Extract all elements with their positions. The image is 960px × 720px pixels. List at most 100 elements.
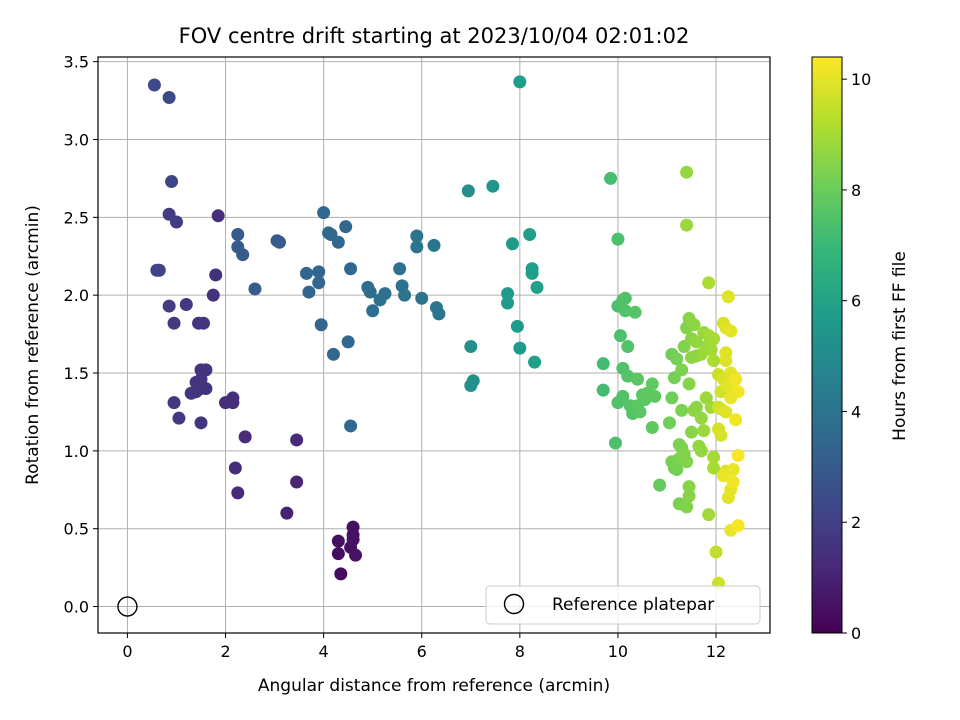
data-point [211,209,225,223]
legend: Reference platepar [485,585,761,625]
data-point [290,433,304,447]
data-point [604,171,618,185]
data-point [317,206,331,220]
data-point [611,232,625,246]
data-point [248,282,262,296]
x-tick-label: 12 [706,642,726,661]
data-point [363,285,377,299]
data-point [680,500,694,514]
data-point [670,463,684,477]
data-point [613,329,627,343]
data-point [272,235,286,249]
data-point [682,480,696,494]
data-point [378,287,392,301]
data-point [618,291,632,305]
data-point [645,377,659,391]
colorbar: 0 2 4 6 8 10 [811,56,871,643]
data-point [290,475,304,489]
data-point [729,413,743,427]
data-point [653,478,667,492]
data-point [726,475,740,489]
colorbar-tick-label: 4 [851,402,861,421]
data-point [631,372,645,386]
data-point [719,405,733,419]
data-point [682,489,696,503]
data-point [685,425,699,439]
plot-frame [97,56,771,634]
data-point [707,450,721,464]
y-tick-label: 1.5 [64,364,89,383]
data-point [331,547,345,561]
data-point [675,363,689,377]
reference-layer [117,596,138,617]
data-point [689,335,703,349]
data-point [162,90,176,104]
data-point [702,276,716,290]
y-tick-label: 3.5 [64,53,89,72]
data-point [694,411,708,425]
data-point [724,391,738,405]
data-point [302,285,316,299]
data-point [192,316,206,330]
data-point [226,391,240,405]
data-point [410,240,424,254]
data-point [162,207,176,221]
data-point [466,374,480,388]
data-point [486,179,500,193]
data-point [596,357,610,371]
data-point [349,548,363,562]
data-point [680,455,694,469]
data-point [231,227,245,241]
data-point [608,436,622,450]
data-point [513,75,527,89]
data-point [236,248,250,262]
data-point [596,383,610,397]
data-point [528,355,542,369]
data-point [339,220,353,234]
data-point [147,78,161,92]
data-point [714,428,728,442]
data-point [346,533,360,547]
data-point [331,534,345,548]
x-tick-label: 8 [515,642,525,661]
data-point [707,461,721,475]
legend-marker [503,593,525,615]
colorbar-tick-label: 2 [851,513,861,532]
data-point [179,298,193,312]
data-point [716,469,730,483]
data-point [299,266,313,280]
data-point [184,386,198,400]
y-tick-label: 0.0 [64,598,89,617]
data-point [726,463,740,477]
y-tick-label: 2.5 [64,208,89,227]
data-point [645,421,659,435]
data-point [432,307,446,321]
data-point [501,296,515,310]
points-layer [147,75,745,590]
data-point [461,184,475,198]
colorbar-tick-label: 8 [851,181,861,200]
y-axis-label: Rotation from reference (arcmin) [23,205,43,485]
data-point [331,235,345,249]
data-point [680,165,694,179]
data-point [344,419,358,433]
data-point [702,508,716,522]
data-point [707,354,721,368]
data-point [344,262,358,276]
data-point [346,520,360,534]
data-point [665,391,679,405]
data-point [697,424,711,438]
data-point [314,318,328,332]
data-point [731,449,745,463]
data-point [510,319,524,333]
data-point [616,389,630,403]
data-point [709,545,723,559]
data-point [231,486,245,500]
data-point [724,324,738,338]
data-point [682,377,696,391]
legend-box [485,585,761,625]
data-point [194,372,208,386]
data-point [685,350,699,364]
data-point [209,268,223,282]
grid-layer [98,57,770,633]
